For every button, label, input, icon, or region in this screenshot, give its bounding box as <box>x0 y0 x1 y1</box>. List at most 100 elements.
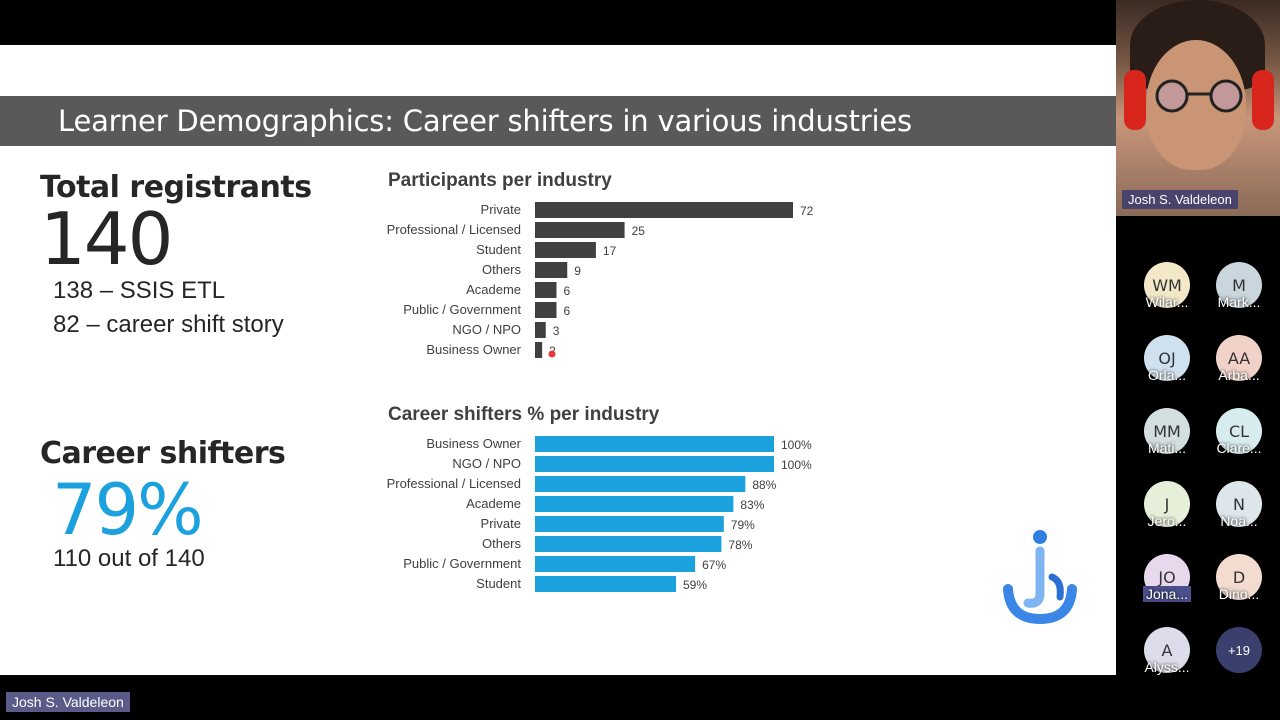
chart1-category-label: Others <box>482 536 522 551</box>
participant-tile[interactable]: D Dino... <box>1202 554 1276 620</box>
chart0-bar <box>535 302 557 318</box>
chart0-value-label: 9 <box>574 264 581 278</box>
chart0-category-label: Student <box>476 242 521 257</box>
chart1-category-label: Business Owner <box>426 436 521 451</box>
participants-chart-title: Participants per industry <box>388 170 612 191</box>
participant-avatar: J <box>1144 481 1190 527</box>
participant-avatar: AA <box>1216 335 1262 381</box>
chart0-bar <box>535 282 557 298</box>
chart0-bar <box>535 342 543 358</box>
chart0-category-label: Business Owner <box>426 342 521 357</box>
participant-name: Jona... <box>1130 586 1204 602</box>
chart0-bar <box>535 202 793 218</box>
chart1-bar <box>535 576 677 592</box>
chart0-value-label: 25 <box>632 224 646 238</box>
participant-name: Mark... <box>1217 294 1261 310</box>
chart1-value-label: 79% <box>731 518 755 532</box>
more-participants-count: +19 <box>1216 627 1262 673</box>
shifters-chart-title: Career shifters % per industry <box>388 404 660 425</box>
participant-tile[interactable]: A Alyss... <box>1130 627 1204 693</box>
participant-tile[interactable]: JO Jona... <box>1130 554 1204 620</box>
chart0-bar <box>535 222 625 238</box>
chart1-category-label: Private <box>481 516 521 531</box>
participant-tile[interactable]: AA Arba... <box>1202 335 1276 401</box>
chart1-bar <box>535 516 724 532</box>
chart0-category-label: Academe <box>466 282 521 297</box>
participant-name: Clare... <box>1216 440 1262 456</box>
chart1-bar <box>535 536 722 552</box>
glasses-shape <box>1155 79 1243 113</box>
chart1-category-label: Public / Government <box>403 556 521 571</box>
participant-tile[interactable]: MM Mati... <box>1130 408 1204 474</box>
career-shift-story-count: 82 – career shift story <box>53 311 284 338</box>
participant-name: Jero... <box>1147 513 1187 529</box>
chart1-value-label: 100% <box>781 458 812 472</box>
chart1-bar <box>535 456 774 472</box>
chart1-category-label: NGO / NPO <box>452 456 521 471</box>
participant-name: Dino... <box>1218 586 1260 602</box>
chart1-value-label: 88% <box>752 478 776 492</box>
participant-name: Arba... <box>1218 367 1260 383</box>
chart0-bar <box>535 242 596 258</box>
participant-avatar: D <box>1216 554 1262 600</box>
ssis-etl-count: 138 – SSIS ETL <box>53 277 226 304</box>
participant-name: Noa... <box>1220 513 1258 529</box>
participants-chart-svg: Private 72 Professional / Licensed 25 Studen… <box>387 202 814 592</box>
chart1-bar <box>535 556 696 572</box>
chart1-category-label: Student <box>476 576 521 591</box>
participant-avatar: MM <box>1144 408 1190 454</box>
chart0-bar <box>535 262 568 278</box>
chart0-category-label: Public / Government <box>403 302 521 317</box>
participant-name: Wilar... <box>1145 294 1189 310</box>
webcam-name-tag: Josh S. Valdeleon <box>1122 190 1238 209</box>
participant-avatar: M <box>1216 262 1262 308</box>
chart0-category-label: Others <box>482 262 522 277</box>
participants-panel[interactable]: WM Wilar... M Mark... OJ Orla... AA Arba... MM Ma… <box>1116 216 1280 720</box>
chart1-category-label: Academe <box>466 496 521 511</box>
total-registrants-value: 140 <box>40 197 173 281</box>
chart1-value-label: 100% <box>781 438 812 452</box>
participant-avatar: CL <box>1216 408 1262 454</box>
more-participants-button[interactable]: +19 <box>1202 627 1276 693</box>
chart0-bar <box>535 322 546 338</box>
participant-avatar: OJ <box>1144 335 1190 381</box>
chart1-category-label: Professional / Licensed <box>387 476 521 491</box>
participant-name: Alyss... <box>1144 659 1190 675</box>
chart1-value-label: 67% <box>702 558 726 572</box>
participant-avatar: N <box>1216 481 1262 527</box>
participant-avatar: A <box>1144 627 1190 673</box>
title-banner: Learner Demographics: Career shifters in… <box>0 96 1116 146</box>
career-shifters-label: Career shifters <box>40 436 286 471</box>
chart1-value-label: 78% <box>728 538 752 552</box>
chart0-value-label: 3 <box>553 324 560 338</box>
chart0-category-label: NGO / NPO <box>452 322 521 337</box>
chart0-value-label: 17 <box>603 244 617 258</box>
participant-tile[interactable]: CL Clare... <box>1202 408 1276 474</box>
chart1-bar <box>535 496 734 512</box>
participant-tile[interactable]: M Mark... <box>1202 262 1276 328</box>
participant-name: Mati... <box>1147 440 1187 456</box>
total-registrants-label: Total registrants <box>40 170 312 205</box>
participant-tile[interactable]: J Jero... <box>1130 481 1204 547</box>
chart0-value-label: 6 <box>564 304 571 318</box>
laser-pointer-icon <box>548 350 556 358</box>
presenter-webcam <box>1116 0 1280 216</box>
chart1-bar <box>535 436 774 452</box>
career-shifters-percent: 79% <box>52 469 204 551</box>
chart0-value-label: 72 <box>800 204 814 218</box>
slide-title: Learner Demographics: Career shifters in… <box>58 104 912 138</box>
chart1-bar <box>535 476 746 492</box>
chart1-value-label: 83% <box>740 498 764 512</box>
presenter-name-tag: Josh S. Valdeleon <box>6 692 130 712</box>
participant-tile[interactable]: OJ Orla... <box>1130 335 1204 401</box>
career-shifters-count: 110 out of 140 <box>53 545 205 572</box>
logo-icon <box>1000 527 1080 627</box>
presentation-slide: Learner Demographics: Career shifters in… <box>0 45 1116 675</box>
chart0-category-label: Professional / Licensed <box>387 222 521 237</box>
participant-tile[interactable]: WM Wilar... <box>1130 262 1204 328</box>
participant-avatar: WM <box>1144 262 1190 308</box>
participant-tile[interactable]: N Noa... <box>1202 481 1276 547</box>
chart0-value-label: 6 <box>564 284 571 298</box>
chart1-value-label: 59% <box>683 578 707 592</box>
chart0-category-label: Private <box>481 202 521 217</box>
